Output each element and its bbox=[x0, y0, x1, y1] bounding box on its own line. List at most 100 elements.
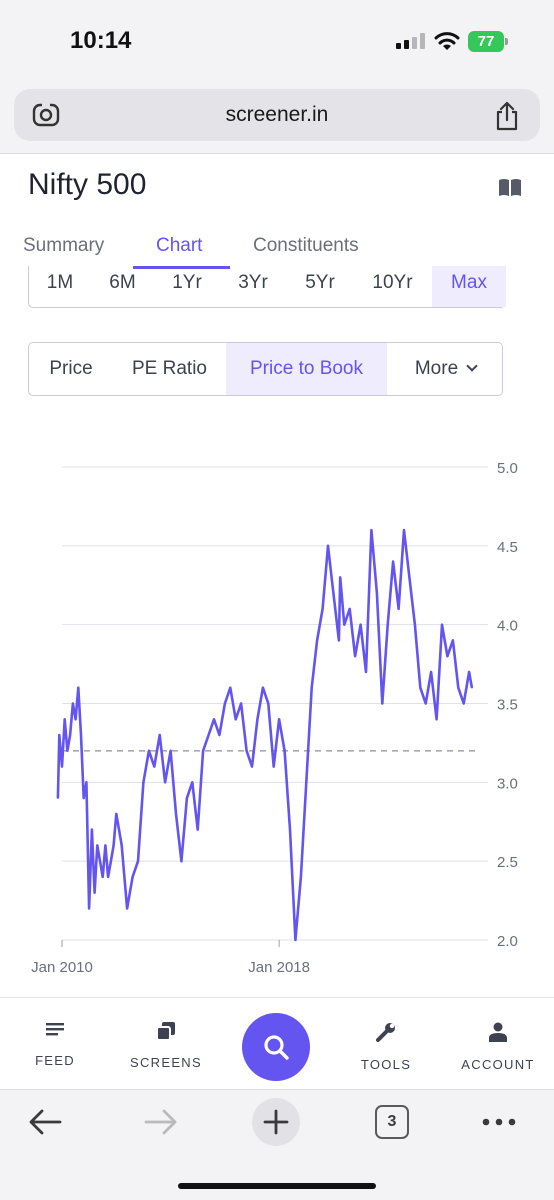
page-tabs: Summary Chart Constituents bbox=[0, 230, 554, 270]
data-point bbox=[441, 623, 443, 626]
nav-tools-label: TOOLS bbox=[360, 1057, 412, 1072]
data-point bbox=[61, 765, 63, 768]
more-icon[interactable] bbox=[482, 1118, 516, 1126]
address-bar[interactable]: screener.in bbox=[14, 89, 540, 141]
data-point bbox=[112, 844, 115, 847]
data-point bbox=[397, 608, 400, 610]
y-tick-label: 4.5 bbox=[497, 539, 518, 556]
metric-more-dropdown[interactable]: More bbox=[387, 343, 502, 395]
url-text[interactable]: screener.in bbox=[225, 103, 329, 126]
period-10yr-button[interactable]: 10Yr bbox=[372, 272, 413, 293]
tab-constituents[interactable]: Constituents bbox=[253, 235, 359, 256]
data-point bbox=[63, 718, 66, 721]
tab-summary[interactable]: Summary bbox=[23, 235, 105, 256]
status-time: 10:14 bbox=[70, 27, 132, 54]
feed-icon bbox=[46, 1023, 64, 1036]
tools-icon bbox=[376, 1023, 395, 1042]
data-point bbox=[158, 734, 161, 736]
data-point bbox=[93, 891, 96, 894]
data-point bbox=[365, 671, 367, 673]
new-tab-button[interactable] bbox=[252, 1098, 300, 1146]
share-icon[interactable] bbox=[494, 101, 520, 131]
battery-icon: 77 bbox=[468, 31, 508, 52]
x-tick-label: Jan 2010 bbox=[31, 959, 93, 976]
new-tab-icon bbox=[263, 1109, 289, 1135]
data-point bbox=[457, 686, 460, 689]
data-point bbox=[419, 686, 422, 689]
back-icon[interactable] bbox=[28, 1108, 62, 1136]
wifi-icon bbox=[434, 32, 460, 50]
browser-toolbar: 3 bbox=[0, 1089, 554, 1200]
data-point bbox=[142, 781, 145, 784]
data-point bbox=[107, 876, 109, 878]
book-icon[interactable] bbox=[498, 177, 522, 197]
metric-pe-ratio-button[interactable]: PE Ratio bbox=[132, 358, 207, 379]
tab-chart[interactable]: Chart bbox=[156, 235, 203, 256]
browser-address-area: screener.in bbox=[0, 80, 554, 154]
y-tick-label: 3.0 bbox=[497, 775, 518, 792]
data-point bbox=[120, 844, 123, 847]
data-point bbox=[66, 750, 69, 752]
period-6m-button[interactable]: 6M bbox=[109, 272, 136, 293]
data-point bbox=[131, 876, 134, 878]
data-point bbox=[77, 686, 80, 689]
data-point bbox=[57, 797, 59, 799]
cellular-signal-icon bbox=[396, 33, 426, 49]
data-point bbox=[471, 686, 473, 689]
forward-icon[interactable] bbox=[144, 1108, 178, 1136]
period-selector: 1M 6M 1Yr 3Yr 5Yr 10Yr Max bbox=[28, 266, 506, 308]
data-point bbox=[148, 750, 150, 752]
data-point bbox=[191, 781, 194, 784]
period-3yr-button[interactable]: 3Yr bbox=[238, 272, 268, 293]
data-point bbox=[72, 702, 74, 705]
y-tick-label: 2.0 bbox=[497, 933, 518, 950]
battery-level: 77 bbox=[468, 31, 504, 52]
data-point bbox=[289, 828, 291, 831]
home-indicator bbox=[178, 1183, 376, 1189]
account-icon bbox=[489, 1022, 507, 1042]
nav-feed[interactable]: FEED bbox=[22, 1022, 88, 1068]
data-point bbox=[283, 750, 286, 752]
y-tick-label: 4.0 bbox=[497, 618, 518, 635]
data-point bbox=[69, 734, 71, 736]
data-point bbox=[354, 655, 356, 657]
data-point bbox=[234, 718, 237, 721]
tabs-button[interactable]: 3 bbox=[375, 1105, 409, 1139]
nav-tools[interactable]: TOOLS bbox=[356, 1022, 416, 1072]
data-point bbox=[96, 844, 99, 847]
nav-account[interactable]: ACCOUNT bbox=[458, 1022, 538, 1072]
lens-icon[interactable] bbox=[32, 102, 60, 128]
period-5yr-button[interactable]: 5Yr bbox=[305, 272, 335, 293]
period-1m-button[interactable]: 1M bbox=[46, 272, 74, 293]
price-to-book-chart[interactable]: 2.0 2.5 3.0 3.5 4.0 4.5 5.0 Jan 2010 Jan 2018 bbox=[0, 440, 554, 980]
data-point bbox=[300, 876, 302, 878]
data-point bbox=[88, 907, 90, 910]
data-point bbox=[58, 734, 61, 736]
nav-screens[interactable]: SCREENS bbox=[126, 1022, 206, 1070]
data-point bbox=[403, 529, 405, 531]
data-point bbox=[414, 623, 416, 626]
data-point bbox=[85, 781, 88, 784]
period-1yr-button[interactable]: 1Yr bbox=[172, 272, 202, 293]
chart-svg: 2.0 2.5 3.0 3.5 4.0 4.5 5.0 Jan 2010 Jan 2018 bbox=[31, 460, 518, 976]
data-point bbox=[359, 623, 362, 626]
data-point bbox=[251, 765, 253, 768]
data-point bbox=[338, 639, 340, 642]
period-max-button[interactable]: Max bbox=[432, 266, 506, 307]
data-point bbox=[213, 718, 215, 721]
metric-more-label: More bbox=[414, 358, 459, 379]
search-button[interactable] bbox=[242, 1013, 310, 1081]
metric-price-to-book-button[interactable]: Price to Book bbox=[226, 343, 387, 395]
data-point bbox=[180, 860, 183, 862]
metric-price-button[interactable]: Price bbox=[49, 358, 93, 379]
data-point bbox=[218, 734, 221, 736]
data-point bbox=[153, 765, 156, 768]
chevron-down-icon bbox=[466, 360, 478, 372]
data-point bbox=[272, 765, 275, 768]
data-point bbox=[294, 939, 297, 941]
data-point bbox=[82, 797, 85, 799]
data-point bbox=[321, 608, 324, 610]
data-point bbox=[126, 907, 128, 910]
data-point bbox=[186, 797, 188, 799]
data-point bbox=[408, 576, 411, 579]
